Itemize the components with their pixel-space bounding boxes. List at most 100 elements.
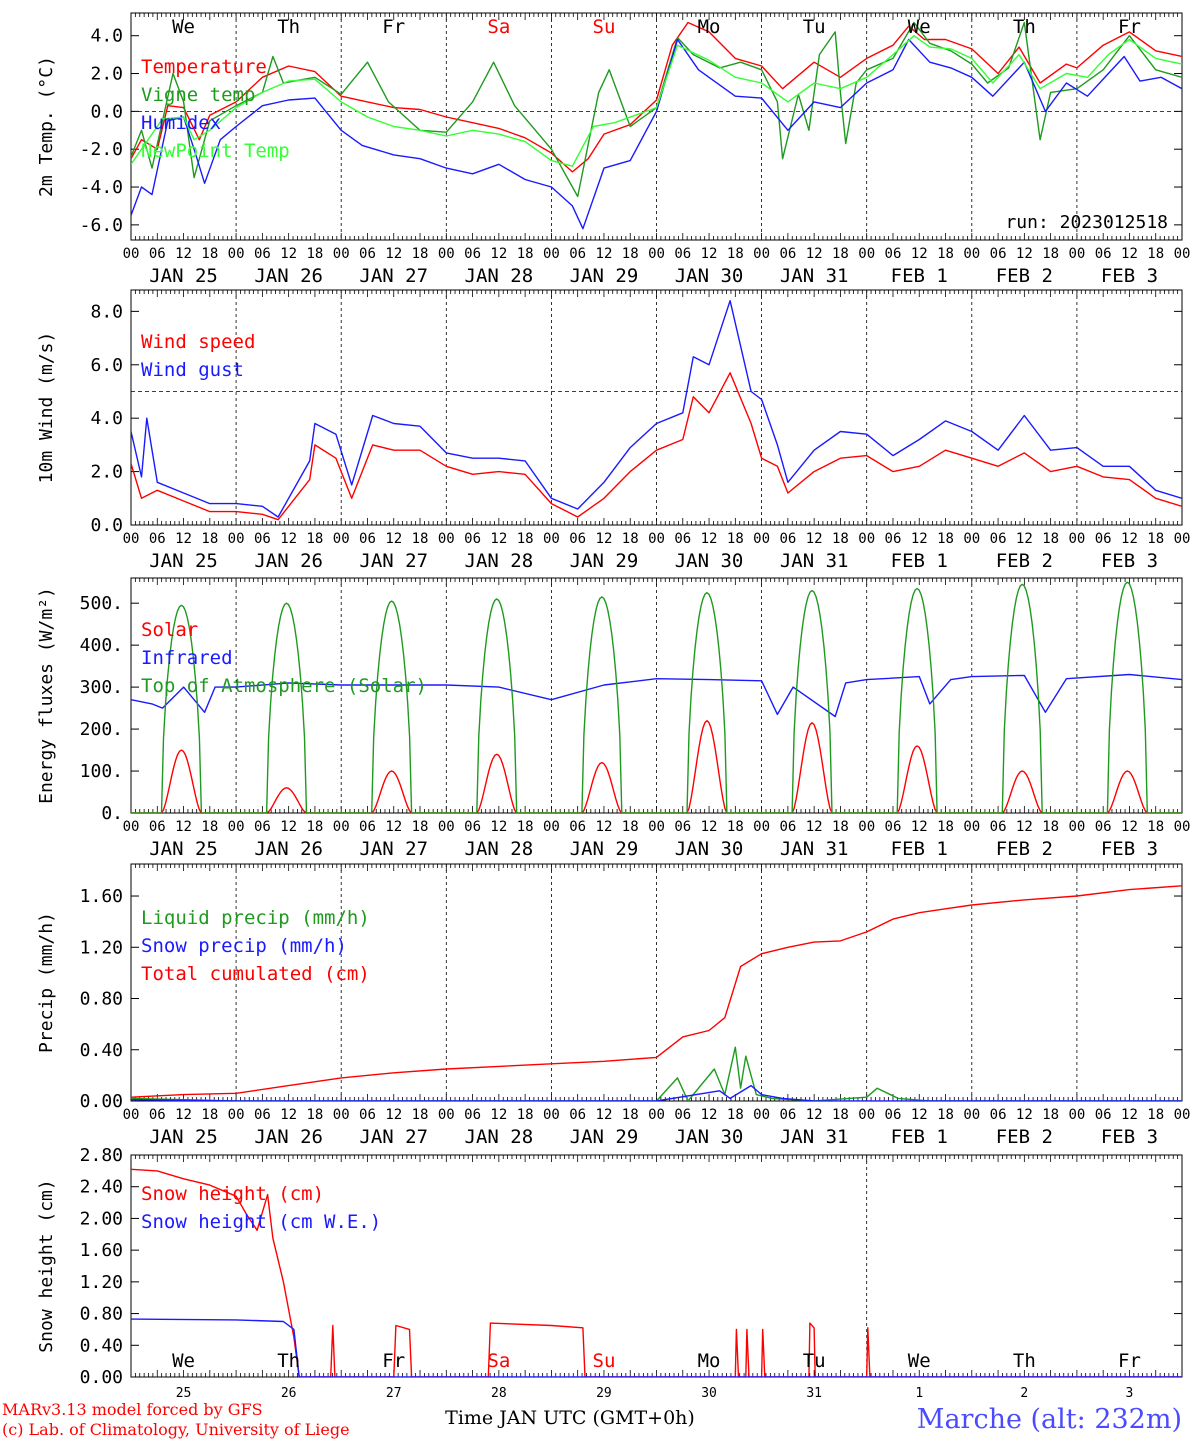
hour-label: 00	[1174, 1107, 1191, 1123]
series-line-vigne-temp	[131, 21, 1182, 198]
hour-label: 00	[1068, 819, 1085, 835]
day-label: FEB 1	[891, 265, 948, 287]
day-number-label: 27	[386, 1386, 402, 1401]
x-axis-label: Time JAN UTC (GMT+0h)	[445, 1407, 695, 1429]
hour-label: 00	[963, 246, 980, 262]
y-tick-label: 2.0	[90, 462, 123, 483]
series-line-snow-height-cm-	[131, 1168, 1182, 1377]
y-tick-label: 400.	[80, 635, 123, 656]
hour-label: 00	[333, 1107, 350, 1123]
hour-label: 00	[438, 819, 455, 835]
legend-entry: Temperature	[141, 56, 267, 78]
day-label: JAN 25	[149, 838, 218, 860]
day-label: FEB 1	[891, 838, 948, 860]
y-tick-label: -6.0	[80, 215, 123, 236]
day-number-label: 30	[701, 1386, 717, 1401]
hour-label: 18	[1042, 1107, 1059, 1123]
hour-label: 00	[438, 246, 455, 262]
hour-label: 00	[753, 819, 770, 835]
hour-label: 06	[1095, 246, 1112, 262]
hour-label: 12	[1121, 819, 1138, 835]
hour-label: 00	[1174, 531, 1191, 547]
y-tick-label: 0.40	[80, 1335, 123, 1356]
series-line-snow-precip-mm-h-	[131, 1084, 1182, 1101]
hour-label: 18	[517, 1107, 534, 1123]
hour-label: 18	[1147, 1107, 1164, 1123]
y-tick-label: 0.0	[90, 515, 123, 536]
day-label: JAN 27	[359, 1126, 428, 1148]
hour-label: 06	[990, 819, 1007, 835]
hour-label: 06	[149, 1107, 166, 1123]
hour-label: 00	[858, 531, 875, 547]
hour-label: 12	[490, 531, 507, 547]
weekday-label: Fr	[1118, 1350, 1141, 1372]
hour-label: 12	[1016, 246, 1033, 262]
hour-label: 12	[280, 819, 297, 835]
hour-label: 12	[596, 246, 613, 262]
y-tick-label: -4.0	[80, 177, 123, 198]
hour-label: 00	[963, 531, 980, 547]
hour-label: 12	[911, 1107, 928, 1123]
legend-entry: Liquid precip (mm/h)	[141, 907, 370, 929]
day-label: JAN 31	[780, 550, 849, 572]
panel-5: 2.80 2.40 2.00 1.60 1.20 0.80 0.40 0.00 Snow hei…	[36, 1145, 1183, 1401]
legend-entry: Wind gust	[141, 359, 244, 381]
hour-label: 00	[543, 246, 560, 262]
day-number-label: 1	[915, 1386, 923, 1401]
hour-label: 06	[359, 819, 376, 835]
day-label: JAN 26	[254, 1126, 323, 1148]
series-group	[131, 21, 1182, 230]
legend-entry: Total cumulated (cm)	[141, 963, 370, 985]
hour-label: 12	[701, 1107, 718, 1123]
y-tick-label: 6.0	[90, 355, 123, 376]
hour-label: 18	[306, 819, 323, 835]
hour-label: 06	[569, 1107, 586, 1123]
series-group	[131, 581, 1182, 813]
hour-label: 18	[412, 531, 429, 547]
series-group	[131, 1168, 1182, 1377]
y-tick-label: 0.80	[80, 989, 123, 1010]
day-label: JAN 30	[675, 1126, 744, 1148]
y-axis-label: Snow height (cm)	[36, 1179, 57, 1352]
hour-label: 00	[123, 819, 140, 835]
hour-label: 00	[648, 819, 665, 835]
hour-label: 06	[569, 819, 586, 835]
hour-ticks	[130, 864, 1183, 1101]
hour-label: 18	[832, 1107, 849, 1123]
hour-label: 18	[306, 531, 323, 547]
day-label: FEB 3	[1101, 265, 1158, 287]
credit-line-2: (c) Lab. of Climatology, University of L…	[2, 1420, 350, 1439]
hour-label: 12	[701, 531, 718, 547]
hour-label: 18	[832, 531, 849, 547]
hour-label: 00	[753, 246, 770, 262]
hour-label: 18	[727, 1107, 744, 1123]
day-label: FEB 2	[996, 550, 1053, 572]
panel-2: 8.0 6.0 4.0 2.0 0.0 10m Wind (m/s) Wind speed W…	[36, 289, 1191, 572]
hour-label: 00	[858, 1107, 875, 1123]
hour-label: 12	[490, 819, 507, 835]
hour-label: 18	[517, 531, 534, 547]
series-line-newpoint-temp	[131, 35, 1182, 167]
day-label: JAN 30	[675, 838, 744, 860]
day-label: JAN 28	[465, 550, 534, 572]
y-tick-label: 0.00	[80, 1367, 123, 1388]
credit-line-1: MARv3.13 model forced by GFS	[2, 1400, 263, 1419]
hour-label: 18	[201, 819, 218, 835]
hour-label: 06	[569, 531, 586, 547]
weekday-label: Mo	[698, 1350, 721, 1372]
hour-label: 06	[885, 246, 902, 262]
hour-label: 12	[175, 819, 192, 835]
hour-label: 06	[779, 1107, 796, 1123]
panel-4: 1.60 1.20 0.80 0.40 0.00 Precip (mm/h) Liquid …	[36, 863, 1191, 1148]
day-label: FEB 3	[1101, 1126, 1158, 1148]
hour-label: 00	[963, 1107, 980, 1123]
legend-entry: Wind speed	[141, 331, 255, 353]
hour-label: 06	[359, 1107, 376, 1123]
hour-label: 00	[858, 819, 875, 835]
hour-label: 00	[123, 531, 140, 547]
hour-label: 06	[885, 531, 902, 547]
hour-label: 00	[858, 246, 875, 262]
hour-label: 06	[674, 531, 691, 547]
y-tick-label: 2.40	[80, 1177, 123, 1198]
hour-label: 06	[464, 819, 481, 835]
